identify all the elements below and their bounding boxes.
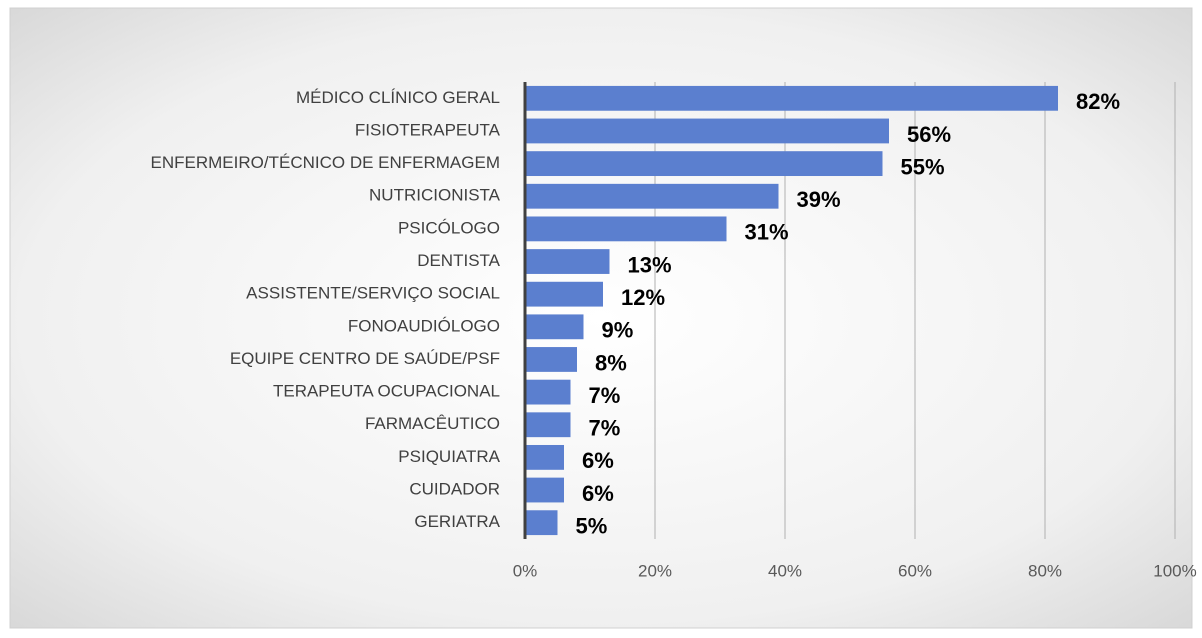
y-tick-label: ENFERMEIRO/TÉCNICO DE ENFERMAGEM bbox=[151, 153, 500, 172]
value-label: 12% bbox=[621, 285, 665, 310]
x-tick-label: 40% bbox=[768, 561, 802, 580]
value-label: 56% bbox=[907, 122, 951, 147]
value-label: 39% bbox=[797, 187, 841, 212]
value-label: 7% bbox=[589, 383, 621, 408]
bar bbox=[525, 510, 558, 536]
bar bbox=[525, 216, 727, 242]
y-tick-label: NUTRICIONISTA bbox=[369, 186, 501, 205]
value-label: 9% bbox=[602, 318, 634, 343]
value-label: 13% bbox=[628, 252, 672, 277]
chart-background bbox=[9, 7, 1193, 629]
y-tick-label: PSICÓLOGO bbox=[398, 218, 500, 237]
bar bbox=[525, 379, 571, 405]
value-label: 6% bbox=[582, 448, 614, 473]
y-tick-label: GERIATRA bbox=[414, 512, 500, 531]
y-tick-label: ASSISTENTE/SERVIÇO SOCIAL bbox=[246, 284, 500, 303]
value-label: 5% bbox=[576, 513, 608, 538]
bar bbox=[525, 314, 584, 340]
bar bbox=[525, 151, 883, 177]
value-label: 8% bbox=[595, 350, 627, 375]
bar bbox=[525, 281, 603, 307]
x-tick-label: 100% bbox=[1153, 561, 1196, 580]
bar bbox=[525, 118, 889, 144]
x-tick-label: 0% bbox=[513, 561, 538, 580]
x-tick-label: 80% bbox=[1028, 561, 1062, 580]
y-tick-label: TERAPEUTA OCUPACIONAL bbox=[273, 382, 500, 401]
x-tick-label: 60% bbox=[898, 561, 932, 580]
value-label: 6% bbox=[582, 481, 614, 506]
y-tick-label: FISIOTERAPEUTA bbox=[355, 120, 501, 139]
value-label: 55% bbox=[901, 154, 945, 179]
y-tick-label: FONOAUDIÓLOGO bbox=[348, 316, 500, 335]
x-tick-label: 20% bbox=[638, 561, 672, 580]
bar bbox=[525, 347, 577, 372]
bar bbox=[525, 183, 779, 209]
y-tick-label: PSIQUIATRA bbox=[398, 447, 500, 466]
bar bbox=[525, 477, 564, 503]
bar bbox=[525, 412, 571, 438]
bar bbox=[525, 85, 1058, 111]
y-tick-label: DENTISTA bbox=[417, 251, 500, 270]
value-label: 82% bbox=[1076, 89, 1120, 114]
y-tick-label: FARMACÊUTICO bbox=[365, 414, 500, 433]
value-label: 31% bbox=[745, 220, 789, 245]
bar bbox=[525, 444, 564, 470]
y-tick-label: EQUIPE CENTRO DE SAÚDE/PSF bbox=[230, 349, 500, 368]
value-label: 7% bbox=[589, 416, 621, 441]
bar bbox=[525, 249, 610, 274]
y-tick-label: MÉDICO CLÍNICO GERAL bbox=[296, 88, 500, 107]
y-tick-label: CUIDADOR bbox=[409, 480, 500, 499]
